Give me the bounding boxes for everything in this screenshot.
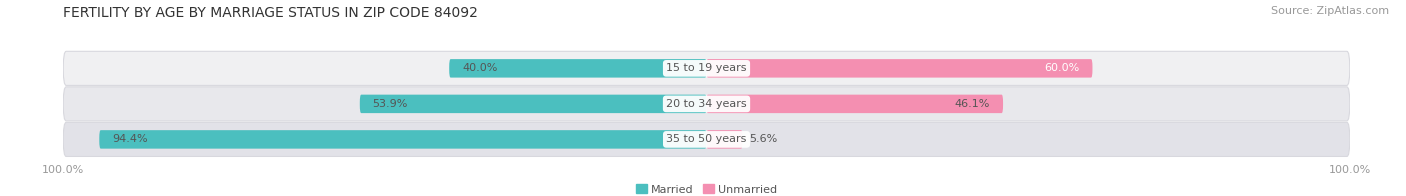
Text: 60.0%: 60.0%: [1045, 63, 1080, 73]
FancyBboxPatch shape: [450, 59, 707, 78]
Text: 5.6%: 5.6%: [749, 134, 778, 144]
Text: 94.4%: 94.4%: [112, 134, 148, 144]
Text: 35 to 50 years: 35 to 50 years: [666, 134, 747, 144]
Legend: Married, Unmarried: Married, Unmarried: [631, 180, 782, 196]
FancyBboxPatch shape: [63, 51, 1350, 85]
FancyBboxPatch shape: [63, 87, 1350, 121]
Text: 15 to 19 years: 15 to 19 years: [666, 63, 747, 73]
Text: 40.0%: 40.0%: [463, 63, 498, 73]
Text: 53.9%: 53.9%: [373, 99, 408, 109]
Text: 46.1%: 46.1%: [955, 99, 990, 109]
Text: 20 to 34 years: 20 to 34 years: [666, 99, 747, 109]
FancyBboxPatch shape: [63, 122, 1350, 156]
Text: Source: ZipAtlas.com: Source: ZipAtlas.com: [1271, 6, 1389, 16]
FancyBboxPatch shape: [100, 130, 707, 149]
FancyBboxPatch shape: [707, 130, 742, 149]
FancyBboxPatch shape: [360, 95, 707, 113]
FancyBboxPatch shape: [707, 59, 1092, 78]
FancyBboxPatch shape: [707, 95, 1002, 113]
Text: FERTILITY BY AGE BY MARRIAGE STATUS IN ZIP CODE 84092: FERTILITY BY AGE BY MARRIAGE STATUS IN Z…: [63, 6, 478, 20]
